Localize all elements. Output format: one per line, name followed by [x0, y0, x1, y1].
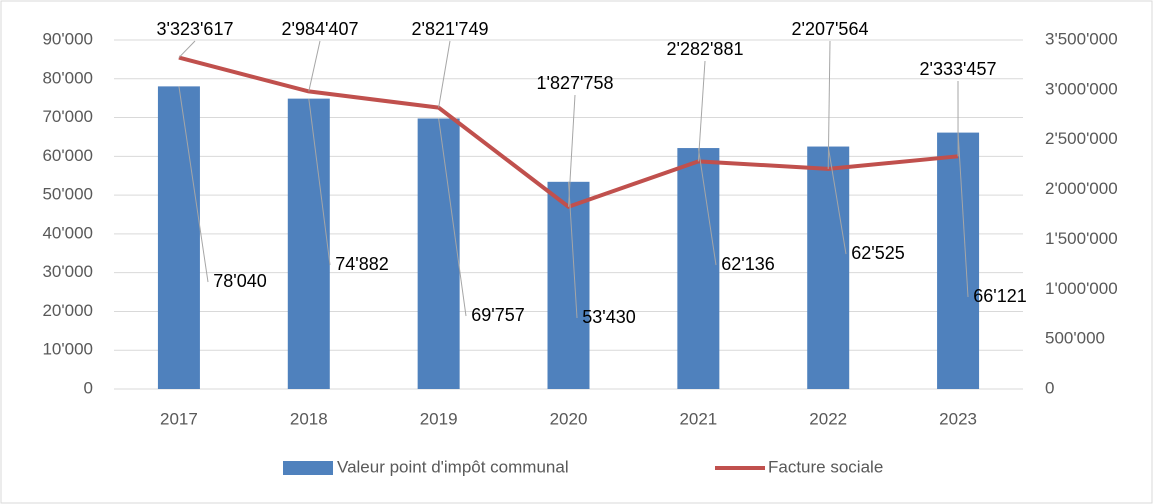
leader-line [827, 146, 847, 255]
y-tick-label: 90'000 [42, 29, 93, 48]
y-tick-label: 0 [84, 378, 93, 397]
leader-line [308, 40, 321, 92]
data-label: 66'121 [973, 286, 1027, 306]
data-label: 78'040 [213, 271, 267, 291]
bar [157, 86, 200, 389]
data-label: 53'430 [582, 307, 636, 327]
y2-tick-label: 1'500'000 [1045, 229, 1118, 248]
data-label: 62'525 [851, 243, 905, 263]
y-tick-label: 80'000 [42, 68, 93, 87]
leader-line [308, 98, 331, 266]
y-tick-label: 60'000 [42, 146, 93, 165]
leader-line [178, 86, 209, 283]
leader-line [178, 40, 196, 58]
x-tick-label: 2022 [809, 409, 847, 428]
leader-line [697, 60, 706, 162]
data-label: 2'207'564 [792, 19, 869, 39]
x-tick-label: 2023 [939, 409, 977, 428]
leader-line [568, 94, 576, 207]
y2-tick-label: 1'000'000 [1045, 279, 1118, 298]
leader-line [827, 40, 831, 169]
legend-swatch [283, 461, 333, 475]
leader-line [568, 181, 578, 319]
leader-line [697, 147, 717, 266]
x-tick-label: 2021 [679, 409, 717, 428]
y2-tick-label: 3'500'000 [1045, 29, 1118, 48]
y2-tick-label: 3'000'000 [1045, 79, 1118, 98]
bar [287, 98, 330, 390]
y-tick-label: 10'000 [42, 340, 93, 359]
data-label: 2'333'457 [920, 59, 997, 79]
legend-label: Valeur point d'impôt communal [337, 457, 569, 476]
y-tick-label: 70'000 [42, 107, 93, 126]
legend-label: Facture sociale [768, 457, 883, 476]
data-label: 2'984'407 [282, 19, 359, 39]
bar [547, 181, 590, 389]
bar [677, 148, 720, 389]
data-label: 62'136 [721, 254, 775, 274]
data-label: 69'757 [471, 305, 525, 325]
y2-tick-label: 2'000'000 [1045, 179, 1118, 198]
y-tick-label: 20'000 [42, 301, 93, 320]
bar [937, 132, 980, 389]
y-tick-label: 50'000 [42, 185, 93, 204]
data-label: 1'827'758 [537, 73, 614, 93]
x-tick-label: 2018 [290, 409, 328, 428]
y-tick-label: 30'000 [42, 262, 93, 281]
data-label: 2'821'749 [412, 19, 489, 39]
data-label: 3'323'617 [157, 19, 234, 39]
y-tick-label: 40'000 [42, 223, 93, 242]
y2-tick-label: 0 [1045, 378, 1054, 397]
x-tick-label: 2019 [420, 409, 458, 428]
leader-line [438, 118, 467, 317]
leader-line [957, 132, 969, 298]
data-label: 2'282'881 [667, 39, 744, 59]
data-label: 74'882 [335, 254, 389, 274]
x-tick-label: 2017 [160, 409, 198, 428]
bar [417, 118, 460, 389]
leader-line [438, 40, 451, 108]
bar [807, 146, 850, 389]
y2-tick-label: 500'000 [1045, 329, 1105, 348]
x-tick-label: 2020 [550, 409, 588, 428]
y2-tick-label: 2'500'000 [1045, 129, 1118, 148]
